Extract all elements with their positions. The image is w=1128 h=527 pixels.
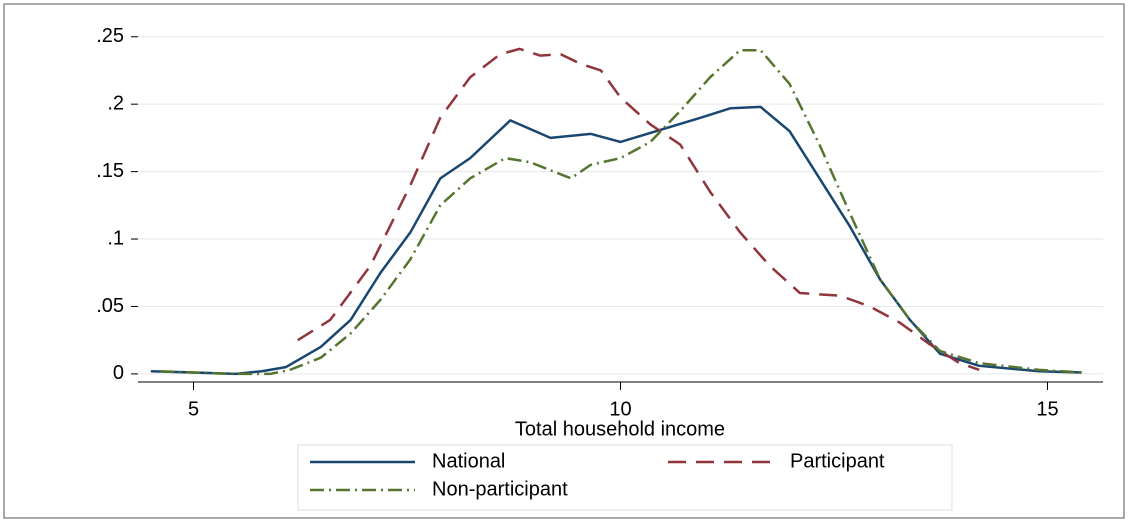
series-line	[297, 47, 980, 372]
y-tick-label: .25	[96, 25, 124, 47]
y-tick-label: .05	[96, 295, 124, 317]
y-tick-label: .1	[107, 227, 124, 249]
legend-label: Non-participant	[432, 478, 568, 500]
chart-frame	[3, 3, 1125, 519]
x-tick-label: 5	[188, 398, 199, 420]
x-tick-label: 10	[609, 398, 631, 420]
series-line	[150, 105, 1082, 376]
y-tick-label: .2	[107, 92, 124, 114]
legend-label: National	[432, 450, 505, 472]
x-tick-label: 15	[1036, 398, 1058, 420]
legend-label: Participant	[790, 450, 885, 472]
x-axis-label: Total household income	[515, 418, 725, 440]
series-line	[160, 48, 1085, 376]
legend-box	[297, 444, 953, 511]
y-tick-label: .15	[96, 160, 124, 182]
y-tick-label: 0	[113, 362, 124, 384]
